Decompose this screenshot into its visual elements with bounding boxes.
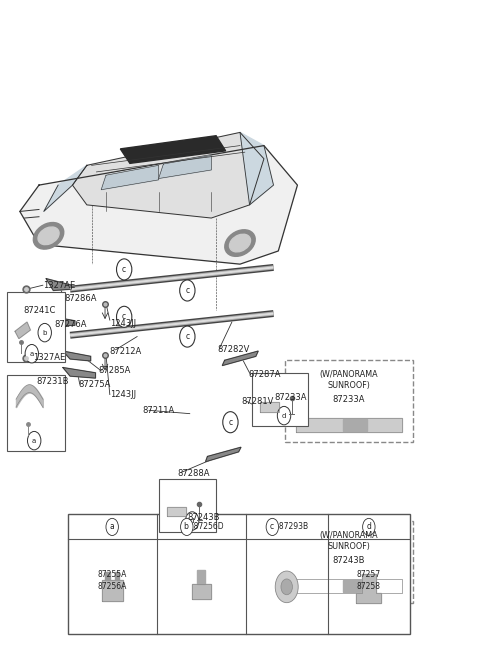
- Polygon shape: [343, 580, 367, 592]
- Bar: [68, 514, 410, 634]
- Polygon shape: [63, 351, 91, 361]
- Circle shape: [27, 432, 41, 450]
- Text: c  87293B: c 87293B: [270, 523, 308, 531]
- Polygon shape: [296, 418, 402, 432]
- Text: c: c: [122, 265, 126, 274]
- Circle shape: [275, 571, 298, 603]
- Text: 87231B: 87231B: [36, 377, 69, 386]
- Circle shape: [362, 518, 375, 535]
- Circle shape: [180, 518, 193, 535]
- Polygon shape: [46, 279, 72, 290]
- Ellipse shape: [229, 234, 251, 252]
- Circle shape: [266, 518, 278, 535]
- Ellipse shape: [225, 230, 255, 256]
- Text: 87275A: 87275A: [78, 379, 110, 389]
- Text: (W/PANORAMA
SUNROOF): (W/PANORAMA SUNROOF): [319, 531, 378, 551]
- Text: 87243B: 87243B: [332, 556, 365, 565]
- Text: 87257
87258: 87257 87258: [357, 570, 381, 591]
- Text: a: a: [32, 438, 36, 444]
- Circle shape: [185, 512, 199, 530]
- Polygon shape: [15, 322, 30, 339]
- Text: 87255A
87256A: 87255A 87256A: [97, 570, 127, 591]
- Circle shape: [180, 280, 195, 301]
- Polygon shape: [343, 419, 367, 431]
- Text: 87233A: 87233A: [275, 393, 307, 402]
- Text: (W/PANORAMA
SUNROOF): (W/PANORAMA SUNROOF): [319, 370, 378, 389]
- Text: c: c: [228, 418, 232, 427]
- Polygon shape: [205, 447, 241, 462]
- Text: 1243JJ: 1243JJ: [110, 390, 136, 399]
- FancyBboxPatch shape: [7, 375, 65, 451]
- Text: b: b: [43, 329, 47, 336]
- Polygon shape: [222, 351, 258, 366]
- Text: 1327AE: 1327AE: [43, 280, 75, 290]
- Circle shape: [281, 579, 292, 595]
- Polygon shape: [115, 572, 120, 580]
- Circle shape: [117, 306, 132, 327]
- Polygon shape: [296, 579, 402, 593]
- Polygon shape: [158, 156, 211, 178]
- Text: 87233A: 87233A: [332, 395, 365, 403]
- FancyBboxPatch shape: [252, 374, 308, 426]
- Text: 87211A: 87211A: [142, 406, 174, 415]
- Text: a: a: [30, 350, 34, 356]
- FancyBboxPatch shape: [7, 292, 65, 362]
- Text: 1243JJ: 1243JJ: [110, 319, 136, 328]
- Text: c: c: [185, 286, 190, 295]
- Polygon shape: [120, 136, 226, 164]
- Polygon shape: [101, 166, 158, 189]
- Text: d: d: [282, 412, 286, 418]
- Polygon shape: [356, 574, 381, 603]
- Circle shape: [180, 326, 195, 347]
- Ellipse shape: [33, 222, 64, 249]
- Polygon shape: [192, 583, 211, 599]
- Text: 87241C: 87241C: [24, 306, 56, 315]
- Text: 87243B: 87243B: [187, 513, 220, 522]
- Polygon shape: [20, 146, 298, 264]
- Text: c: c: [185, 332, 190, 341]
- Circle shape: [38, 323, 51, 342]
- Text: 87287A: 87287A: [249, 370, 281, 380]
- Polygon shape: [46, 315, 75, 325]
- Text: 87286A: 87286A: [64, 294, 97, 303]
- Polygon shape: [72, 133, 264, 218]
- Circle shape: [117, 259, 132, 280]
- Text: 1327AE: 1327AE: [33, 353, 65, 362]
- FancyBboxPatch shape: [159, 479, 216, 531]
- Polygon shape: [44, 166, 87, 211]
- Text: c: c: [122, 312, 126, 321]
- Polygon shape: [197, 570, 205, 583]
- Text: d: d: [366, 523, 371, 531]
- Circle shape: [223, 412, 238, 433]
- Text: 87212A: 87212A: [110, 346, 142, 356]
- Text: 87285A: 87285A: [99, 366, 131, 376]
- Circle shape: [106, 518, 119, 535]
- Text: 87281V: 87281V: [241, 397, 273, 406]
- Text: 87282V: 87282V: [217, 345, 250, 354]
- Circle shape: [277, 407, 291, 425]
- Polygon shape: [167, 506, 186, 515]
- Polygon shape: [260, 403, 279, 412]
- Polygon shape: [102, 580, 123, 601]
- Text: d: d: [190, 518, 194, 524]
- Circle shape: [25, 345, 38, 363]
- Text: 87288A: 87288A: [178, 469, 210, 478]
- Polygon shape: [105, 572, 110, 580]
- Polygon shape: [240, 133, 274, 205]
- FancyBboxPatch shape: [285, 360, 413, 442]
- Text: 87276A: 87276A: [54, 320, 87, 329]
- FancyBboxPatch shape: [285, 521, 413, 603]
- Text: b  87256D: b 87256D: [184, 523, 223, 531]
- Text: a: a: [110, 523, 115, 531]
- Ellipse shape: [38, 227, 59, 245]
- Polygon shape: [63, 368, 96, 378]
